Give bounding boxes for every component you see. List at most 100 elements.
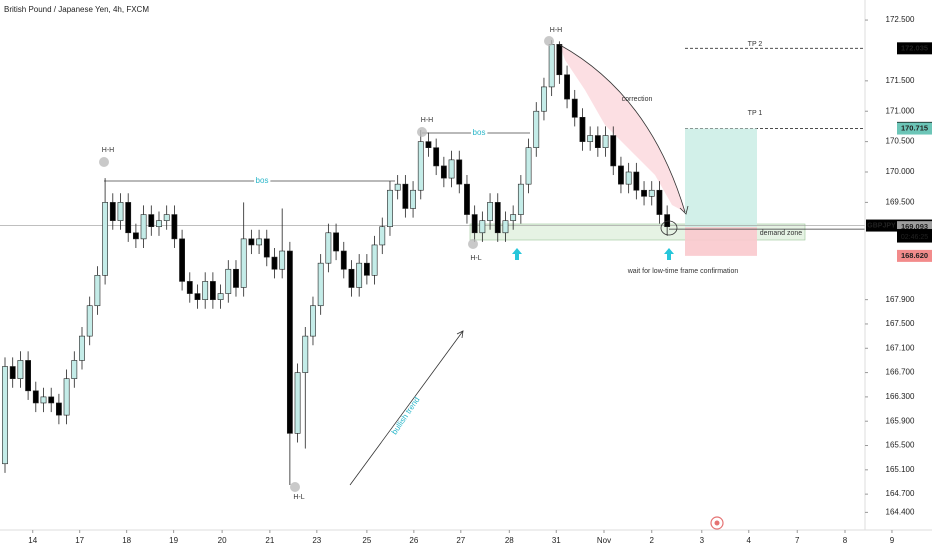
y-tick-label: 165.100: [886, 465, 915, 474]
candle-body: [471, 214, 478, 234]
y-tick-label: 164.700: [886, 489, 915, 498]
candle-body: [433, 147, 440, 167]
candle-body: [371, 244, 378, 276]
candle-body: [363, 262, 370, 276]
candle-body: [233, 268, 239, 288]
candle-body: [348, 268, 355, 288]
x-tick-label: 2: [650, 536, 655, 545]
candle-body: [648, 189, 655, 197]
candle-body: [456, 159, 463, 185]
pivot-marker: [417, 127, 427, 137]
candle-body: [2, 366, 8, 465]
arrow-head: [679, 205, 689, 215]
candle-body: [333, 232, 339, 252]
pivot-label: H-H: [550, 27, 562, 34]
candle-body: [156, 220, 162, 228]
pivot-label: H-H: [421, 117, 433, 124]
y-tick-label: 167.100: [886, 343, 915, 352]
candle-body: [194, 293, 201, 300]
y-tick-label: 170.500: [886, 137, 915, 146]
candle-body: [594, 135, 601, 148]
y-tick-label: 166.300: [886, 392, 915, 401]
candle-body: [379, 226, 386, 246]
candle-body: [425, 141, 432, 148]
candle-body: [517, 183, 524, 215]
candle-body: [48, 396, 55, 404]
chart-title: British Pound / Japanese Yen, 4h, FXCM: [4, 5, 149, 14]
candle-body: [410, 189, 416, 209]
tp-label: TP 1: [748, 110, 763, 117]
y-tick-label: 165.900: [886, 416, 915, 425]
candle-body: [564, 74, 570, 100]
candle-body: [625, 171, 632, 185]
candle-body: [641, 189, 647, 197]
price-tag: [897, 42, 932, 55]
candle-body: [579, 117, 586, 142]
candle-body: [179, 238, 185, 282]
x-tick-label: 31: [552, 536, 561, 545]
candle-body: [525, 147, 532, 185]
candle-body: [32, 390, 39, 404]
pivot-label: H-L: [293, 494, 304, 501]
y-tick-label: 167.900: [886, 295, 915, 304]
candle-body: [109, 202, 116, 221]
y-tick-label: 165.500: [886, 441, 915, 450]
candle-body: [618, 165, 624, 185]
y-tick-label: 169.500: [886, 198, 915, 207]
candle-body: [9, 366, 16, 379]
y-tick-label: 171.000: [886, 106, 915, 115]
x-tick-label: 18: [122, 536, 131, 545]
zone-label: demand zone: [760, 230, 803, 237]
candle-body: [310, 305, 316, 337]
candle-body: [571, 98, 578, 118]
symbol-tag: [866, 219, 897, 232]
price-tag: [897, 249, 932, 262]
price-tag-label: 168.620: [901, 251, 928, 260]
candle-body: [217, 293, 224, 300]
candle-body: [479, 220, 486, 234]
pivot-marker: [290, 482, 300, 492]
candle-body: [279, 250, 286, 270]
countdown-label: 02:46:25: [901, 234, 928, 241]
y-tick-label: 167.500: [886, 319, 915, 328]
price-tag-label: 172.035: [901, 43, 928, 52]
candle-body: [286, 250, 293, 434]
candle-body: [356, 262, 363, 288]
highlight-circle: [660, 220, 678, 236]
x-tick-label: 26: [409, 536, 418, 545]
candle-body: [302, 335, 309, 373]
x-tick-label: 19: [169, 536, 178, 545]
stop-zone: [685, 227, 757, 256]
candle-body: [94, 275, 101, 307]
candle-body: [140, 214, 147, 240]
x-tick-label: Nov: [597, 536, 611, 545]
pivot-marker: [544, 36, 554, 46]
x-tick-label: 3: [700, 536, 705, 545]
price-tag: [897, 122, 932, 135]
candle-body: [17, 360, 24, 379]
annotation: wait for low-time frame confirmation: [627, 268, 739, 275]
candle-body: [587, 135, 594, 142]
y-tick-label: 172.500: [886, 15, 915, 24]
target-zone: [685, 128, 757, 228]
candle-body: [117, 202, 124, 221]
candle-body: [548, 44, 555, 88]
candle-body: [55, 402, 62, 416]
candle-body: [171, 214, 178, 240]
candle-body: [448, 159, 455, 179]
candle-body: [602, 135, 609, 148]
candle-body: [202, 281, 209, 300]
candle-body: [256, 238, 262, 246]
drawings-under: [0, 45, 865, 256]
candle-body: [533, 110, 540, 148]
candle-body: [102, 202, 108, 276]
pivot-label: H-L: [470, 255, 481, 262]
correction-curve: [559, 44, 686, 213]
x-tick-label: 23: [312, 536, 321, 545]
candle-body: [240, 238, 247, 288]
candle-body: [317, 262, 324, 307]
candle-body: [25, 360, 32, 392]
countdown-tag: [897, 231, 932, 243]
